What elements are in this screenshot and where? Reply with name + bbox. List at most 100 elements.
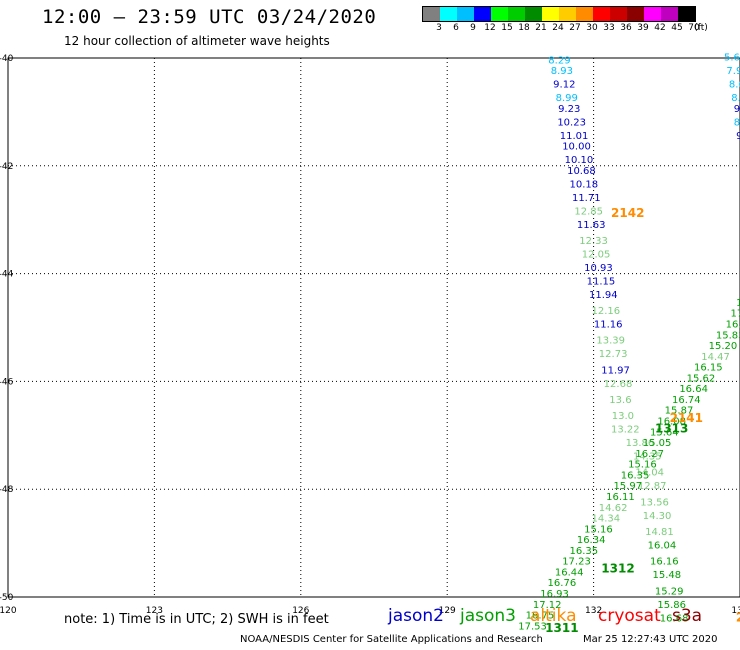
swh-value: 12.68 bbox=[604, 379, 633, 390]
swh-value: 14.81 bbox=[645, 527, 674, 538]
swh-value: 12.85 bbox=[574, 206, 603, 217]
swh-value: 11.15 bbox=[587, 276, 616, 287]
swh-value: 15.87 bbox=[665, 406, 694, 417]
colorbar-label: 33 bbox=[603, 23, 615, 33]
colorbar-label: 30 bbox=[586, 23, 598, 33]
swh-value: 16.75 bbox=[526, 611, 555, 622]
swh-value: 15.83 bbox=[716, 330, 740, 341]
swh-value: 8.93 bbox=[551, 66, 573, 77]
colorbar-label: (ft) bbox=[694, 23, 708, 33]
swh-value: 11.16 bbox=[594, 320, 623, 331]
swh-value: 12.73 bbox=[599, 349, 628, 360]
swh-value: 10.93 bbox=[584, 263, 613, 274]
colorbar-label: 18 bbox=[518, 23, 530, 33]
swh-value: 9.15 bbox=[736, 131, 740, 142]
legend-cryosat: cryosat bbox=[598, 606, 661, 626]
swh-value: 11.01 bbox=[560, 131, 589, 142]
swh-value: 16.34 bbox=[577, 535, 606, 546]
swh-value: 10.10 bbox=[565, 155, 594, 166]
colorbar-label: 6 bbox=[453, 23, 459, 33]
lat-tick-label: -42 bbox=[0, 162, 13, 172]
pass-number: 1312 bbox=[601, 562, 634, 576]
colorbar-swatch bbox=[593, 7, 610, 21]
swh-value: 11.97 bbox=[601, 365, 630, 376]
swh-value: 15.16 bbox=[628, 460, 657, 471]
swh-value: 11.63 bbox=[577, 220, 606, 231]
swh-value: 17.12 bbox=[533, 600, 562, 611]
swh-value: 16.27 bbox=[635, 449, 664, 460]
swh-value: 15.16 bbox=[584, 524, 613, 535]
swh-value: 16.08 bbox=[657, 417, 686, 428]
pass-number: 1311 bbox=[545, 621, 578, 635]
swh-value: 11.71 bbox=[572, 193, 601, 204]
swh-value: 13.22 bbox=[611, 425, 640, 436]
lon-tick-label: 120 bbox=[0, 606, 17, 616]
colorbar-swatch bbox=[542, 7, 559, 21]
colorbar-swatch bbox=[661, 7, 678, 21]
colorbar-swatch bbox=[678, 7, 695, 21]
swh-value: 10.68 bbox=[567, 166, 596, 177]
colorbar-swatch bbox=[474, 7, 491, 21]
colorbar-label: 9 bbox=[470, 23, 476, 33]
swh-value: 11.94 bbox=[589, 290, 618, 301]
colorbar-swatch bbox=[576, 7, 593, 21]
lat-tick-label: -40 bbox=[0, 54, 14, 64]
swh-value: 15.64 bbox=[650, 427, 679, 438]
swh-value: 15.05 bbox=[643, 438, 672, 449]
colorbar-label: 3 bbox=[436, 23, 442, 33]
colorbar-label: 27 bbox=[569, 23, 581, 33]
legend-altika: altika bbox=[530, 606, 577, 626]
swh-value: 13.6 bbox=[609, 395, 631, 406]
lat-tick-label: -46 bbox=[0, 377, 14, 387]
generated-timestamp: Mar 25 12:27:43 UTC 2020 bbox=[583, 634, 718, 645]
colorbar bbox=[422, 6, 696, 22]
colorbar-swatch bbox=[627, 7, 644, 21]
swh-value: 17.23 bbox=[562, 557, 591, 568]
pass-number: 1313 bbox=[655, 422, 688, 436]
swh-value: 9.23 bbox=[558, 104, 580, 115]
swh-value: 16.35 bbox=[621, 470, 650, 481]
legend-jason2: jason2 bbox=[388, 606, 444, 626]
lon-tick-label: 135 bbox=[731, 606, 740, 616]
swh-value: 7.94 bbox=[726, 66, 740, 77]
swh-value: 13.56 bbox=[640, 497, 669, 508]
swh-value: 16.11 bbox=[606, 492, 635, 503]
swh-value: 5.60 bbox=[724, 53, 740, 64]
map-subtitle: 12 hour collection of altimeter wave hei… bbox=[64, 34, 330, 48]
legend-s3a: s3a bbox=[672, 606, 703, 626]
lon-tick-label: 129 bbox=[439, 606, 456, 616]
swh-value: 15.7 bbox=[736, 298, 740, 309]
swh-value: 12.05 bbox=[582, 249, 611, 260]
lon-tick-label: 123 bbox=[146, 606, 163, 616]
map-frame bbox=[7, 57, 740, 598]
swh-value: 15.97 bbox=[613, 481, 642, 492]
swh-value: 15.29 bbox=[655, 586, 684, 597]
swh-value: 14.47 bbox=[701, 352, 730, 363]
swh-value: 17.30 bbox=[731, 309, 740, 320]
legend-jason3: jason3 bbox=[460, 606, 516, 626]
swh-value: 8.09 bbox=[734, 117, 740, 128]
swh-value: 14.30 bbox=[643, 511, 672, 522]
swh-value: 8.64 bbox=[729, 80, 740, 91]
colorbar-swatch bbox=[491, 7, 508, 21]
swh-value: 8.26 bbox=[731, 93, 740, 104]
swh-value: 15.20 bbox=[709, 341, 738, 352]
swh-value: 16.76 bbox=[548, 578, 577, 589]
swh-value: 16.68 bbox=[660, 613, 689, 624]
colorbar-swatch bbox=[440, 7, 457, 21]
colorbar-label: 12 bbox=[484, 23, 496, 33]
swh-value: 10.00 bbox=[562, 142, 591, 153]
colorbar-swatch bbox=[559, 7, 576, 21]
lat-tick-label: -50 bbox=[0, 593, 14, 603]
colorbar-label: 70 bbox=[688, 23, 700, 33]
swh-value: 15.48 bbox=[652, 570, 681, 581]
lon-tick-label: 132 bbox=[585, 606, 602, 616]
swh-value: 16.28 bbox=[726, 320, 740, 331]
swh-value: 14.34 bbox=[591, 514, 620, 525]
colorbar-label: 42 bbox=[654, 23, 666, 33]
colorbar-swatch bbox=[610, 7, 627, 21]
colorbar-swatch bbox=[457, 7, 474, 21]
colorbar-label: 15 bbox=[501, 23, 513, 33]
swh-value: 13.86 bbox=[626, 438, 655, 449]
